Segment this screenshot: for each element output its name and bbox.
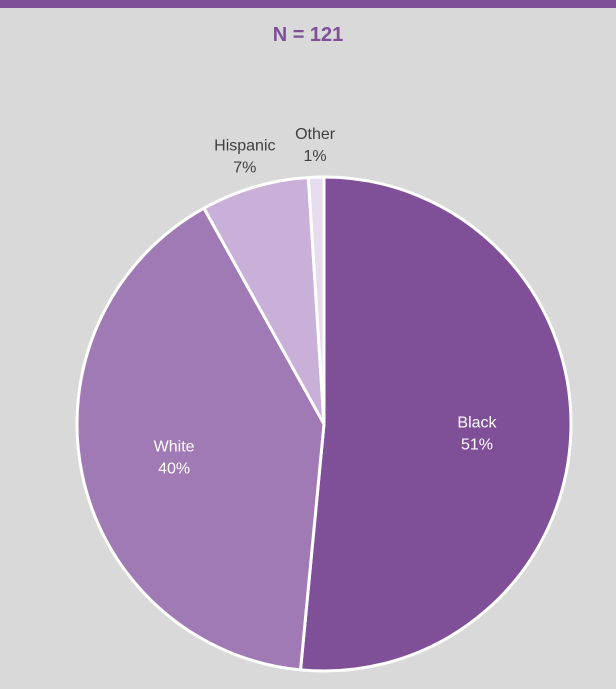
header-bar bbox=[0, 0, 616, 8]
slice-value-hispanic: 7% bbox=[233, 159, 256, 176]
slice-label-white: White bbox=[154, 438, 195, 455]
slice-value-other: 1% bbox=[304, 148, 327, 165]
slice-label-other: Other bbox=[295, 126, 336, 143]
pie-slice-hispanic bbox=[202, 175, 326, 426]
slice-value-white: 40% bbox=[158, 460, 190, 477]
pie-slice-other bbox=[306, 175, 326, 426]
slice-label-black: Black bbox=[457, 414, 497, 431]
slice-label-hispanic: Hispanic bbox=[214, 137, 275, 154]
pie-slice-white bbox=[75, 206, 326, 672]
slice-value-black: 51% bbox=[461, 436, 493, 453]
chart-title: N = 121 bbox=[272, 24, 344, 46]
pie-slice-black bbox=[299, 175, 573, 673]
